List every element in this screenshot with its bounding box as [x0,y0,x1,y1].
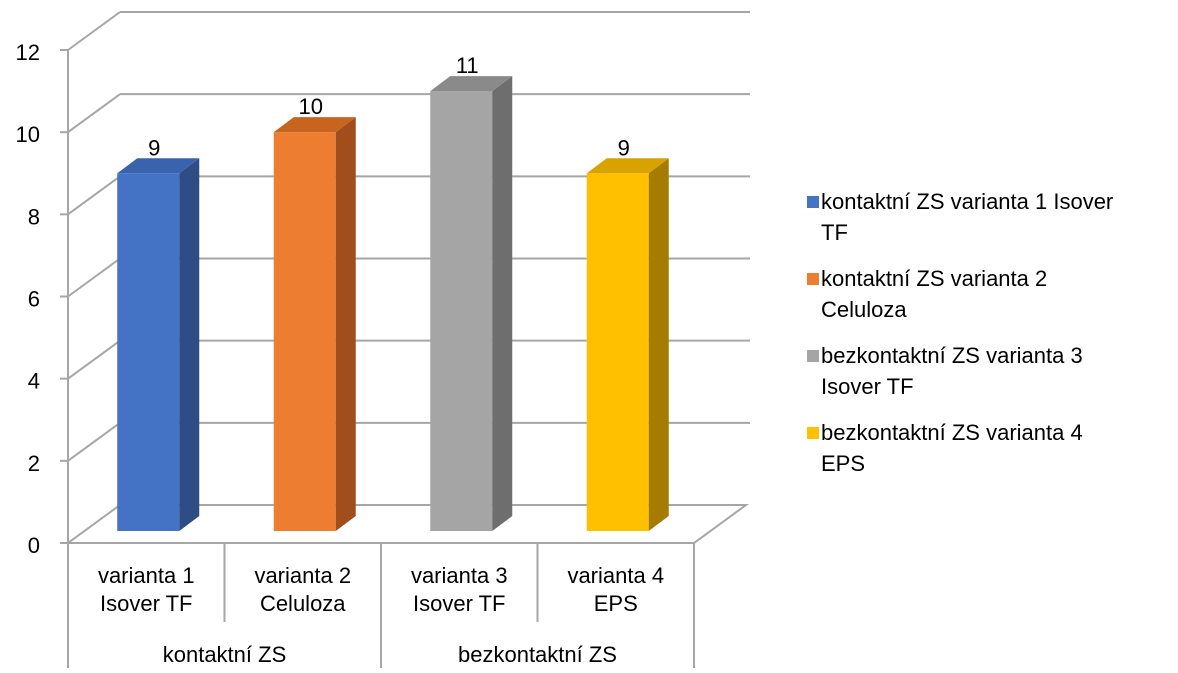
x-tick-label: Isover TF [413,591,506,616]
gridline-side [67,93,121,133]
legend-item: bezkontaktní ZS varianta 3 Isover TF [807,343,1083,399]
data-label: 9 [148,135,160,160]
legend-item: bezkontaktní ZS varianta 4 EPS [807,420,1083,476]
bar-side [492,76,513,531]
bar-top [586,158,669,174]
bar-front [430,91,493,531]
gridline-side [67,422,121,462]
gridline-side [67,257,121,298]
bars [117,76,669,532]
legend-item: kontaktní ZS varianta 2 Celuloza [807,266,1047,322]
x-tick-label: Celuloza [260,591,346,616]
x-tick-label: varianta 4 [567,563,664,588]
y-tick-label: 6 [28,287,40,312]
legend-swatch [807,427,819,439]
x-group-label: kontaktní ZS [163,642,287,667]
data-label: 10 [299,94,323,119]
y-tick-label: 0 [28,533,40,558]
gridline-side [67,339,121,380]
data-label: 11 [456,53,479,78]
legend-swatch [807,350,819,362]
x-axis [67,543,695,668]
legend: kontaktní ZS varianta 1 IsoverTFkontaktn… [807,189,1113,476]
legend-label: Isover TF [821,374,914,399]
bar-side [179,158,200,531]
chart-floor [64,504,750,544]
x-tick-label: EPS [594,591,638,616]
y-tick-label: 4 [28,369,40,394]
bar [586,158,669,531]
legend-label: EPS [821,451,865,476]
y-tick-label: 8 [28,204,40,229]
x-tick-label: varianta 3 [411,563,508,588]
bar-top [117,158,200,174]
x-tick-label: Isover TF [100,591,193,616]
legend-label: Celuloza [821,297,907,322]
bar-front [117,173,180,531]
bar-top [273,117,356,133]
bar-front [273,132,336,531]
legend-label: kontaktní ZS varianta 1 Isover [821,189,1113,214]
y-tick-label: 12 [16,40,40,65]
legend-label: TF [821,220,848,245]
y-tick-label: 10 [16,122,40,147]
legend-label: bezkontaktní ZS varianta 4 [821,420,1083,445]
legend-swatch [807,273,819,285]
bar [273,117,356,532]
bar-side [335,117,356,532]
x-tick-label: varianta 1 [98,563,195,588]
x-tick-label: varianta 2 [254,563,351,588]
legend-item: kontaktní ZS varianta 1 Isover TF [807,189,1113,245]
y-tick-label: 2 [28,451,40,476]
bar [430,76,513,531]
bar-front [586,173,649,531]
gridline-side [67,175,121,216]
bar-side [648,158,669,531]
gridline-side [67,11,121,51]
legend-swatch [807,196,819,208]
x-group-label: bezkontaktní ZS [458,642,617,667]
bar-top [430,76,513,92]
bar [117,158,200,531]
legend-label: kontaktní ZS varianta 2 [821,266,1047,291]
data-label: 9 [618,135,630,160]
legend-label: bezkontaktní ZS varianta 3 [821,343,1083,368]
